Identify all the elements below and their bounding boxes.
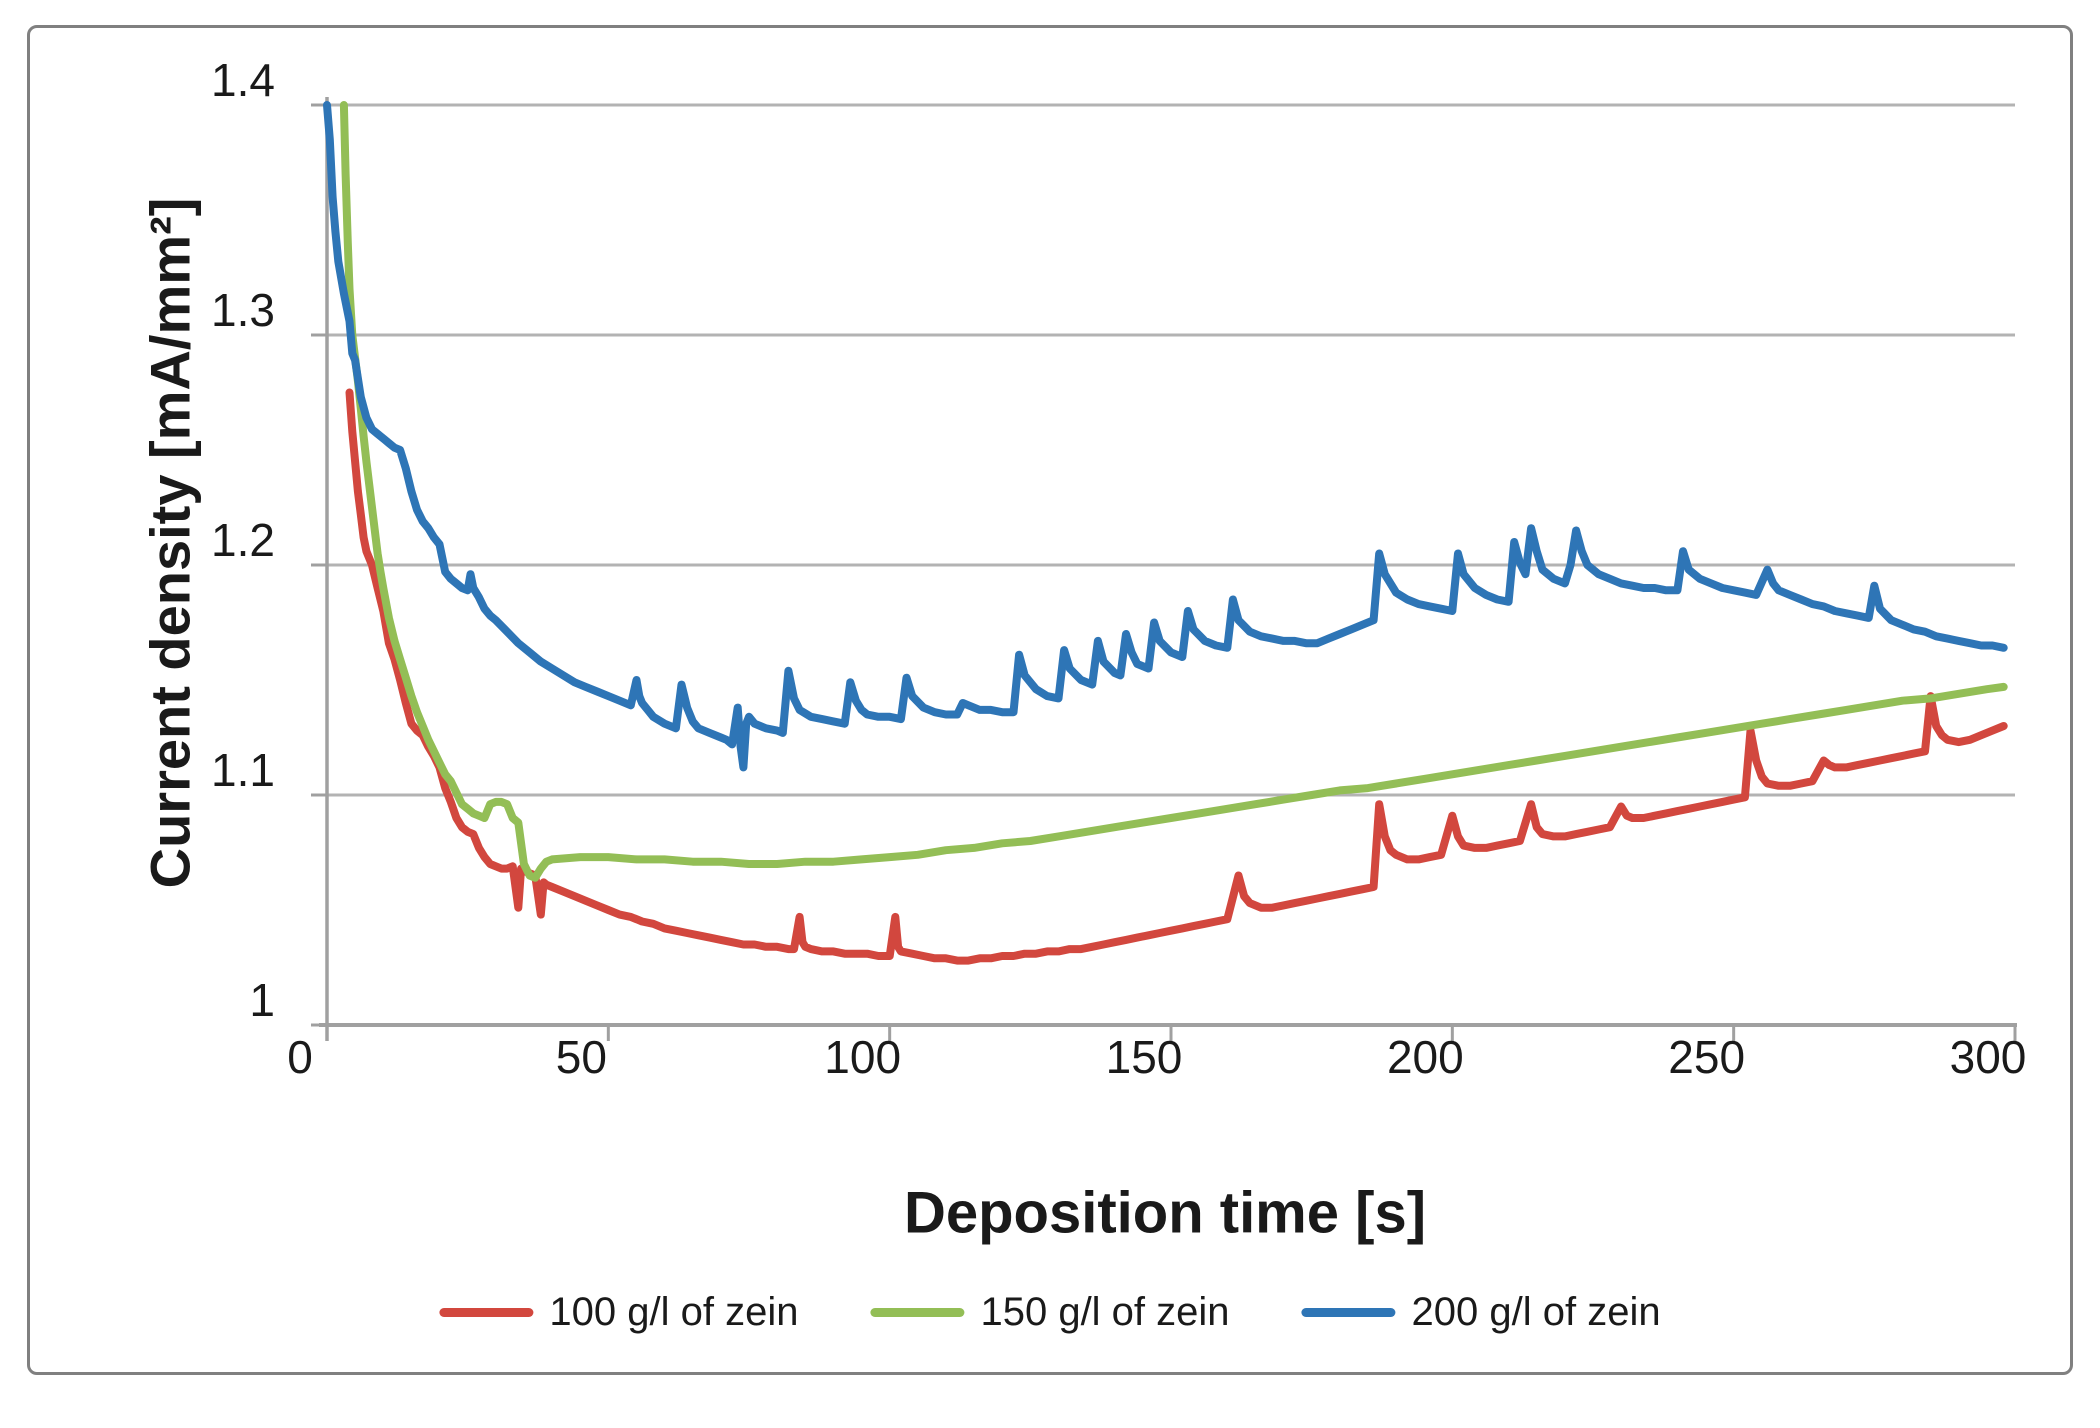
x-axis-title: Deposition time [s] [903, 1180, 1427, 1246]
y-tick-label: 1.1 [211, 744, 275, 796]
legend-label: 100 g/l of zein [549, 1290, 799, 1334]
plot-area [311, 97, 2017, 1041]
x-tick-label: 200 [1386, 1031, 1464, 1083]
x-tick-label: 150 [1105, 1031, 1183, 1083]
x-tick-label: 300 [1949, 1031, 2027, 1083]
y-tick-label: 1.3 [211, 284, 275, 336]
x-tick-label: 50 [555, 1031, 607, 1083]
series-line-200-g-l-of-zein [323, 101, 2008, 772]
legend-line-swatch [870, 1308, 965, 1317]
legend-item: 100 g/l of zein [439, 1290, 798, 1335]
legend: 100 g/l of zein 150 g/l of zein 200 g/l of… [439, 1290, 1661, 1335]
legend-label: 150 g/l of zein [980, 1290, 1230, 1334]
x-tick-label: 100 [824, 1031, 902, 1083]
legend-label: 200 g/l of zein [1411, 1290, 1661, 1334]
legend-line-swatch [439, 1308, 534, 1317]
y-tick-label: 1.2 [211, 514, 275, 566]
series-line-100-g-l-of-zein [345, 388, 2008, 965]
y-tick-label: 1.4 [211, 54, 275, 106]
legend-line-swatch [1301, 1308, 1396, 1317]
legend-item: 150 g/l of zein [870, 1290, 1230, 1335]
legend-item: 200 g/l of zein [1301, 1290, 1661, 1335]
series-line-150-g-l-of-zein [339, 101, 2008, 882]
figure-border: Current density [mA/mm²] Deposition time… [27, 25, 2073, 1375]
x-tick-label: 250 [1668, 1031, 1746, 1083]
x-tick-label: 0 [287, 1031, 313, 1083]
y-tick-label: 1 [249, 974, 275, 1026]
